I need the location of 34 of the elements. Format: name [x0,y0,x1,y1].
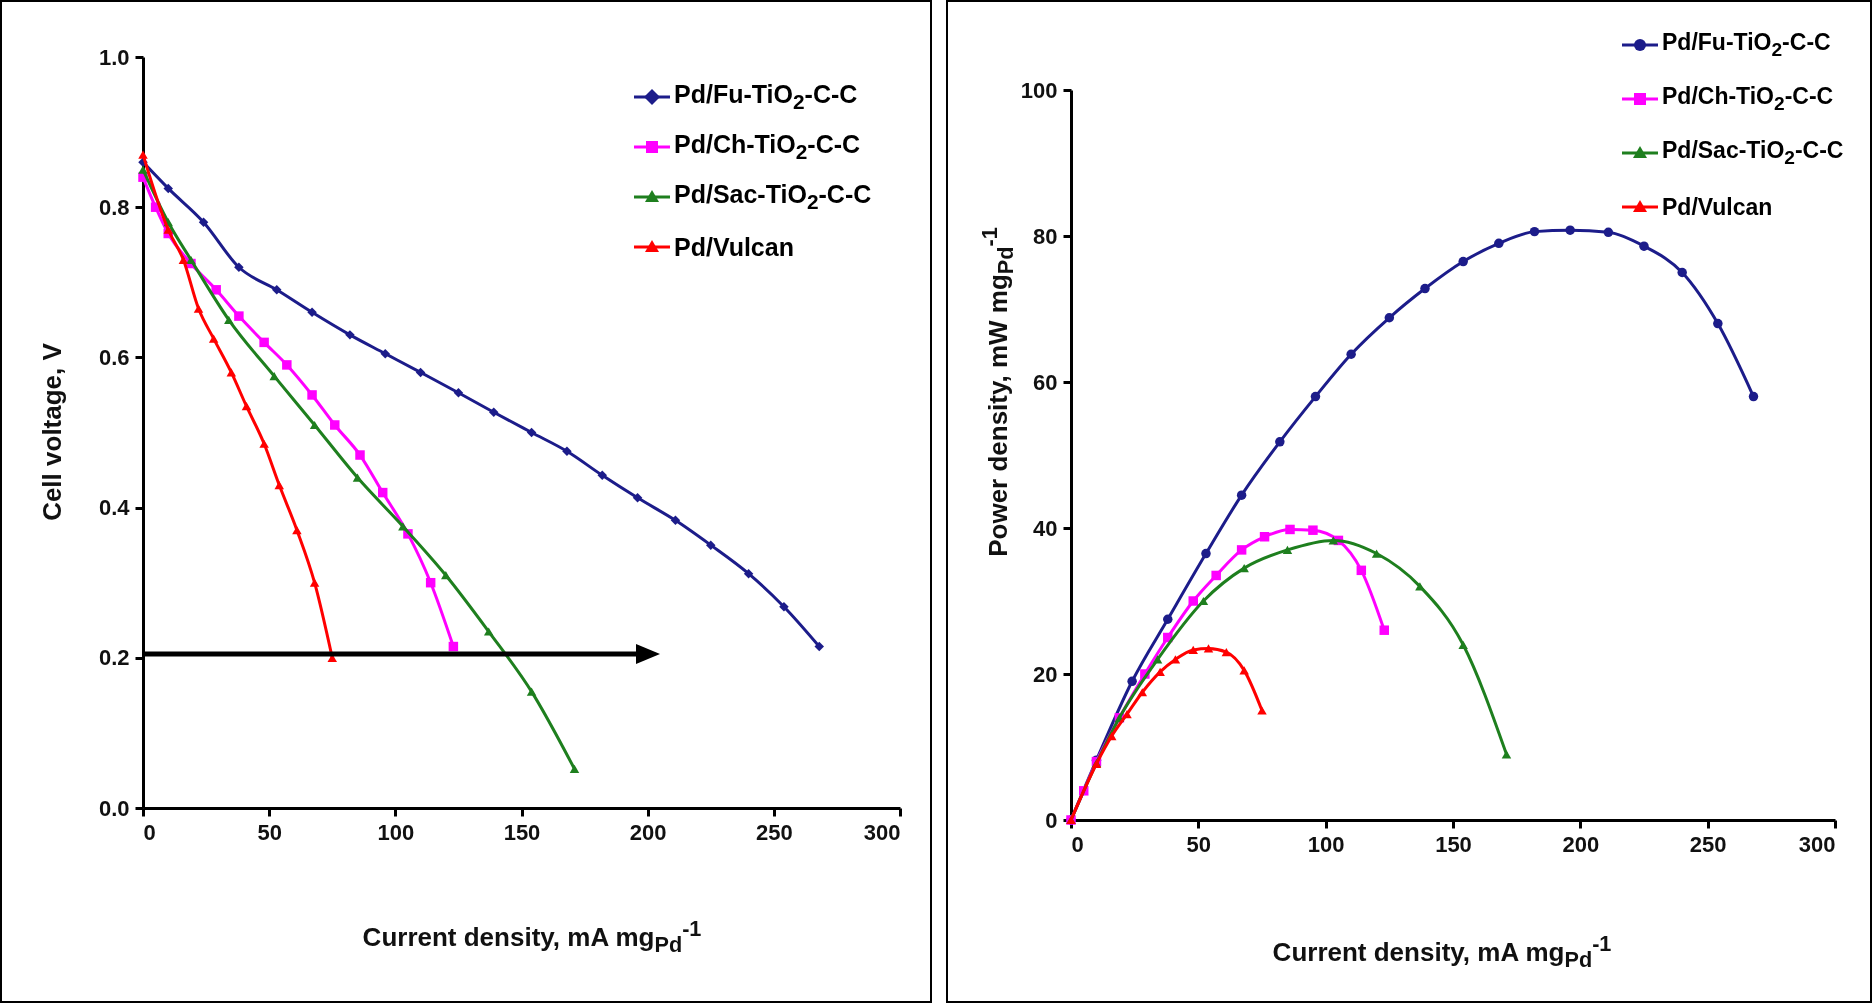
x-tick-label: 150 [503,819,541,845]
legend-label: Pd/Fu-TiO$_{2}$-C-C [1662,29,1831,61]
legend-label: Pd/Ch-TiO$_{2}$-C-C [1662,83,1834,115]
y-tick-label: 0.4 [98,495,131,521]
x-tick-label: 0 [1071,831,1084,857]
legend-label: Pd/Sac-TiO$_{2}$-C-C [1662,137,1844,169]
y-tick-label: 0.0 [98,795,130,821]
x-tick-label: 200 [1562,831,1600,857]
legend-label: Pd/Vulcan [1662,193,1773,221]
y-tick-label: 1.0 [98,44,130,70]
legend-label: Pd/Fu-TiO$_{2}$-C-C [674,80,858,114]
x-tick-label: 150 [1435,831,1472,857]
x-tick-label: 300 [863,819,901,845]
y-tick-label: 40 [1033,515,1058,541]
x-tick-label: 50 [257,819,282,845]
y-tick-label: 0.8 [98,194,130,220]
x-tick-label: 100 [377,819,415,845]
y-tick-label: 20 [1033,661,1058,687]
y-tick-label: 80 [1033,223,1058,249]
x-tick-label: 200 [629,819,667,845]
x-tick-label: 100 [1307,831,1345,857]
x-tick-label: 250 [1689,831,1727,857]
y-tick-label: 100 [1020,77,1058,103]
y-tick-label: 60 [1033,369,1058,395]
legend-label: Pd/Vulcan [674,232,794,262]
legend-label: Pd/Sac-TiO$_{2}$-C-C [674,180,872,214]
x-tick-label: 300 [1798,831,1836,857]
x-tick-label: 50 [1186,831,1212,857]
legend-label: Pd/Ch-TiO$_{2}$-C-C [674,130,861,164]
x-tick-label: 0 [143,819,156,845]
x-tick-label: 250 [755,819,793,845]
y-tick-label: 0.2 [98,645,130,671]
y-axis-title: Cell voltage, V [36,343,68,521]
y-tick-label: 0.6 [98,344,130,370]
